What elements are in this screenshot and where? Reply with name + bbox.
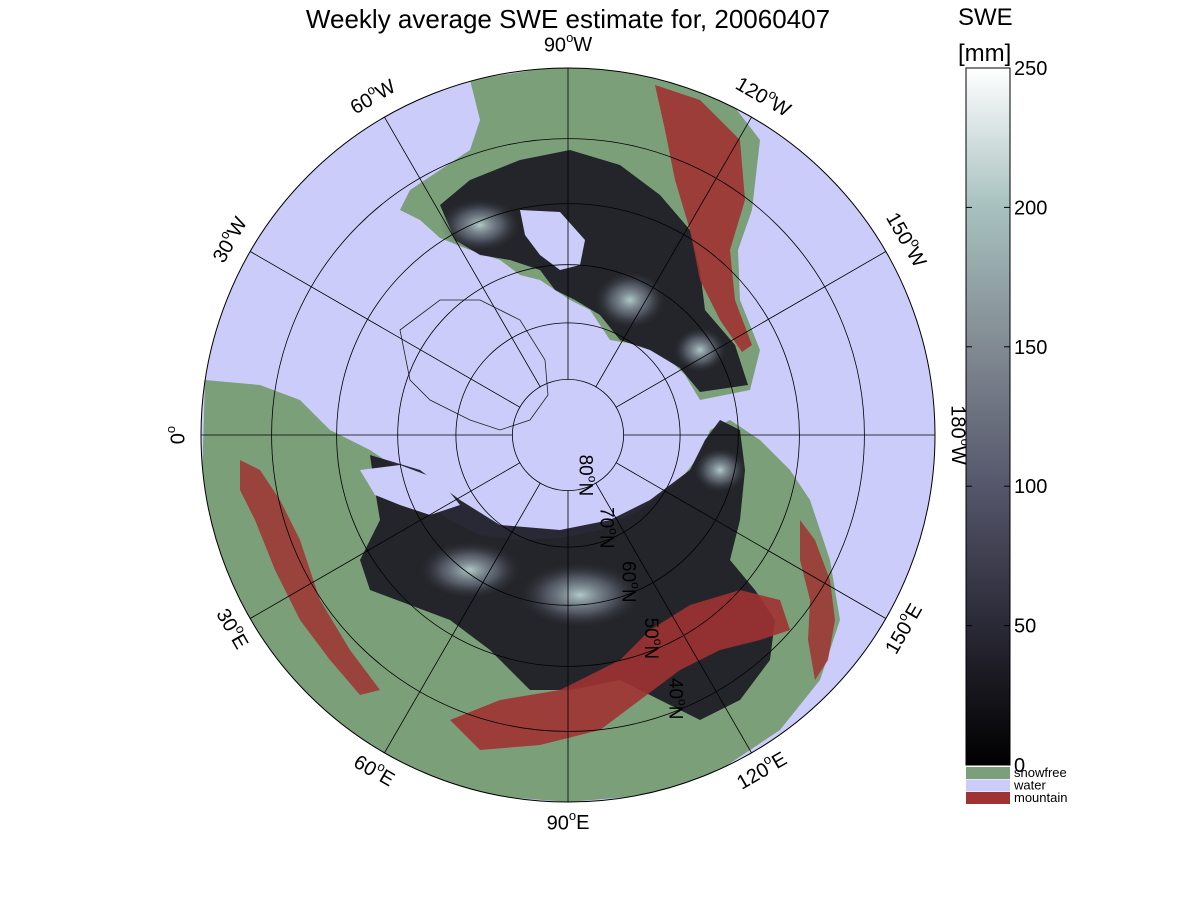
colorbar-tick-0: 0 <box>1014 755 1025 777</box>
colorbar-unit: [mm] <box>958 40 1012 67</box>
latitude-labels: 80oN 70oN 60oN 50oN 40oN <box>574 455 689 720</box>
north-america-snow <box>440 150 748 392</box>
longitude-label-30W: 30oW <box>205 211 252 266</box>
snow-peak-west-siberia <box>420 542 520 598</box>
colorbar-ticks: 0 50 100 150 200 250 <box>966 58 1047 777</box>
meridian-120W <box>595 116 752 388</box>
latitude-label-50N: 50oN <box>640 618 665 660</box>
snow-peak-quebec <box>440 199 520 251</box>
latitude-label-70N: 70oN <box>595 507 620 549</box>
legend-swatch-water <box>966 779 1010 792</box>
colorbar-tick-150: 150 <box>1014 337 1047 359</box>
colorbar-title: SWE <box>958 4 1013 31</box>
greenland <box>399 299 549 431</box>
legend-swatch-mountain <box>966 792 1010 804</box>
longitude-label-90E: 90oE <box>547 808 590 834</box>
colorbar-tick-250: 250 <box>1014 58 1047 80</box>
european-mountains <box>240 460 380 695</box>
legend-swatch-snowfree <box>966 767 1010 779</box>
snow-peak-nunavut <box>595 272 665 328</box>
latitude-label-80N: 80oN <box>574 455 599 497</box>
legend-label-water: water <box>1013 778 1046 793</box>
meridian-60W <box>384 116 541 388</box>
map-disk <box>201 68 935 802</box>
snow-peak-alaska <box>674 328 726 372</box>
snow-peak-kamchatka <box>694 448 746 492</box>
meridian-150W <box>615 251 887 408</box>
legend-label-snowfree: snowfree <box>1014 765 1067 780</box>
colorbar-gradient <box>965 67 1011 766</box>
latitude-label-40N: 40oN <box>664 678 689 720</box>
map-boundary <box>200 67 936 803</box>
legend-label-mountain: mountain <box>1014 790 1067 805</box>
snow-peak-central-siberia <box>520 563 640 627</box>
colorbar-tick-200: 200 <box>1014 197 1047 219</box>
meridian-30W <box>249 251 521 408</box>
hudson-bay <box>520 210 585 270</box>
meridian-60E <box>384 482 541 754</box>
meridian-120E <box>595 482 752 754</box>
rocky-mountains <box>655 85 752 352</box>
meridian-150E <box>615 462 887 619</box>
figure-title: Weekly average SWE estimate for, 2006040… <box>305 4 831 34</box>
longitude-label-0: 0o <box>163 426 189 444</box>
longitude-label-60W: 60oW <box>345 72 400 119</box>
baltic-sea <box>360 465 460 515</box>
meridian-30E <box>249 462 521 619</box>
colorbar-tick-100: 100 <box>1014 476 1047 498</box>
asian-mountains <box>450 590 790 750</box>
japan-region <box>800 520 835 680</box>
graticule <box>201 68 935 802</box>
colorbar-tick-50: 50 <box>1014 616 1036 638</box>
latitude-label-60N: 60oN <box>617 561 642 603</box>
longitude-label-90W: 90oW <box>544 30 592 56</box>
